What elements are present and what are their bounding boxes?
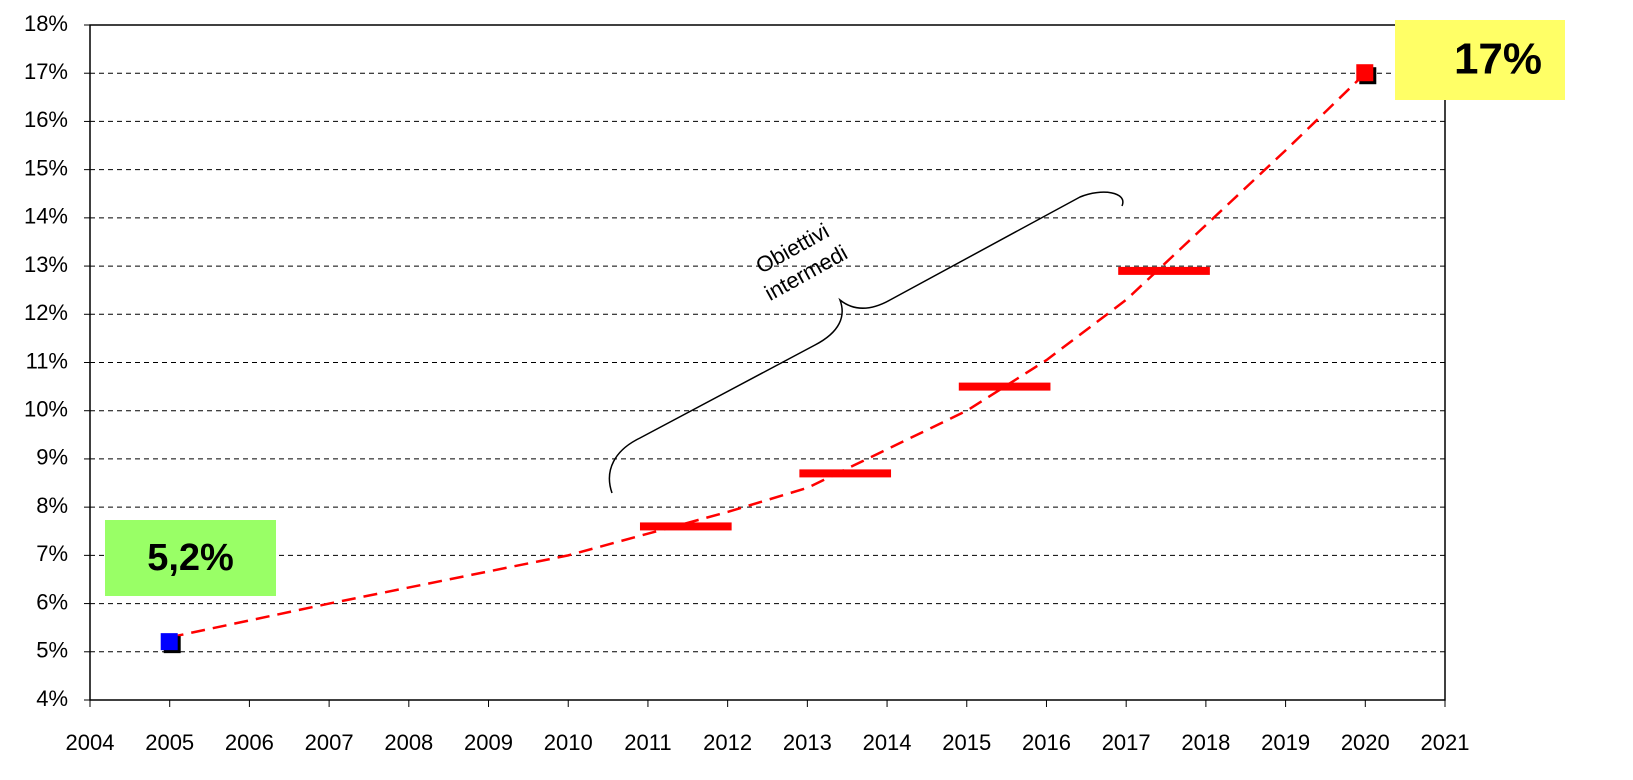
y-tick-label: 11% xyxy=(26,348,68,373)
x-tick-label: 2021 xyxy=(1421,730,1470,755)
y-tick-label: 13% xyxy=(24,252,68,277)
x-tick-label: 2017 xyxy=(1102,730,1151,755)
x-tick-label: 2007 xyxy=(305,730,354,755)
marker xyxy=(160,633,178,651)
y-tick-label: 4% xyxy=(36,686,68,711)
x-tick-label: 2004 xyxy=(66,730,115,755)
value-label-box xyxy=(1395,20,1565,100)
x-tick-label: 2014 xyxy=(863,730,912,755)
x-tick-label: 2019 xyxy=(1261,730,1310,755)
x-tick-label: 2009 xyxy=(464,730,513,755)
x-tick-label: 2012 xyxy=(703,730,752,755)
x-tick-label: 2010 xyxy=(544,730,593,755)
y-tick-label: 18% xyxy=(24,11,68,36)
value-label: 5,2% xyxy=(147,537,234,579)
y-tick-label: 9% xyxy=(36,445,68,470)
y-tick-label: 7% xyxy=(36,541,68,566)
target-bar xyxy=(1118,266,1210,275)
x-tick-label: 2016 xyxy=(1022,730,1071,755)
y-tick-label: 17% xyxy=(24,59,68,84)
y-tick-label: 10% xyxy=(24,397,68,422)
y-tick-label: 16% xyxy=(24,107,68,132)
y-tick-label: 8% xyxy=(36,493,68,518)
y-tick-label: 15% xyxy=(24,155,68,180)
value-label-box xyxy=(105,520,276,596)
x-tick-label: 2005 xyxy=(145,730,194,755)
x-tick-label: 2015 xyxy=(942,730,991,755)
x-tick-label: 2011 xyxy=(624,730,671,755)
x-tick-label: 2018 xyxy=(1181,730,1230,755)
x-tick-label: 2013 xyxy=(783,730,832,755)
trend-line xyxy=(169,72,1367,639)
value-label: 17% xyxy=(1454,35,1542,84)
grid xyxy=(90,24,1445,701)
x-tick-label: 2006 xyxy=(225,730,274,755)
y-tick-label: 12% xyxy=(24,300,68,325)
y-tick-label: 5% xyxy=(36,638,68,663)
x-tick-label: 2008 xyxy=(384,730,433,755)
marker xyxy=(1356,64,1374,82)
target-bar xyxy=(958,382,1051,391)
target-bar xyxy=(639,522,732,531)
annotation: Obiettivi intermedi xyxy=(752,218,852,306)
y-tick-label: 6% xyxy=(36,589,68,614)
x-tick-label: 2020 xyxy=(1341,730,1390,755)
plot-frame xyxy=(89,24,1446,701)
y-tick-label: 14% xyxy=(24,204,68,229)
target-bar xyxy=(799,469,892,478)
brace xyxy=(608,191,1124,494)
